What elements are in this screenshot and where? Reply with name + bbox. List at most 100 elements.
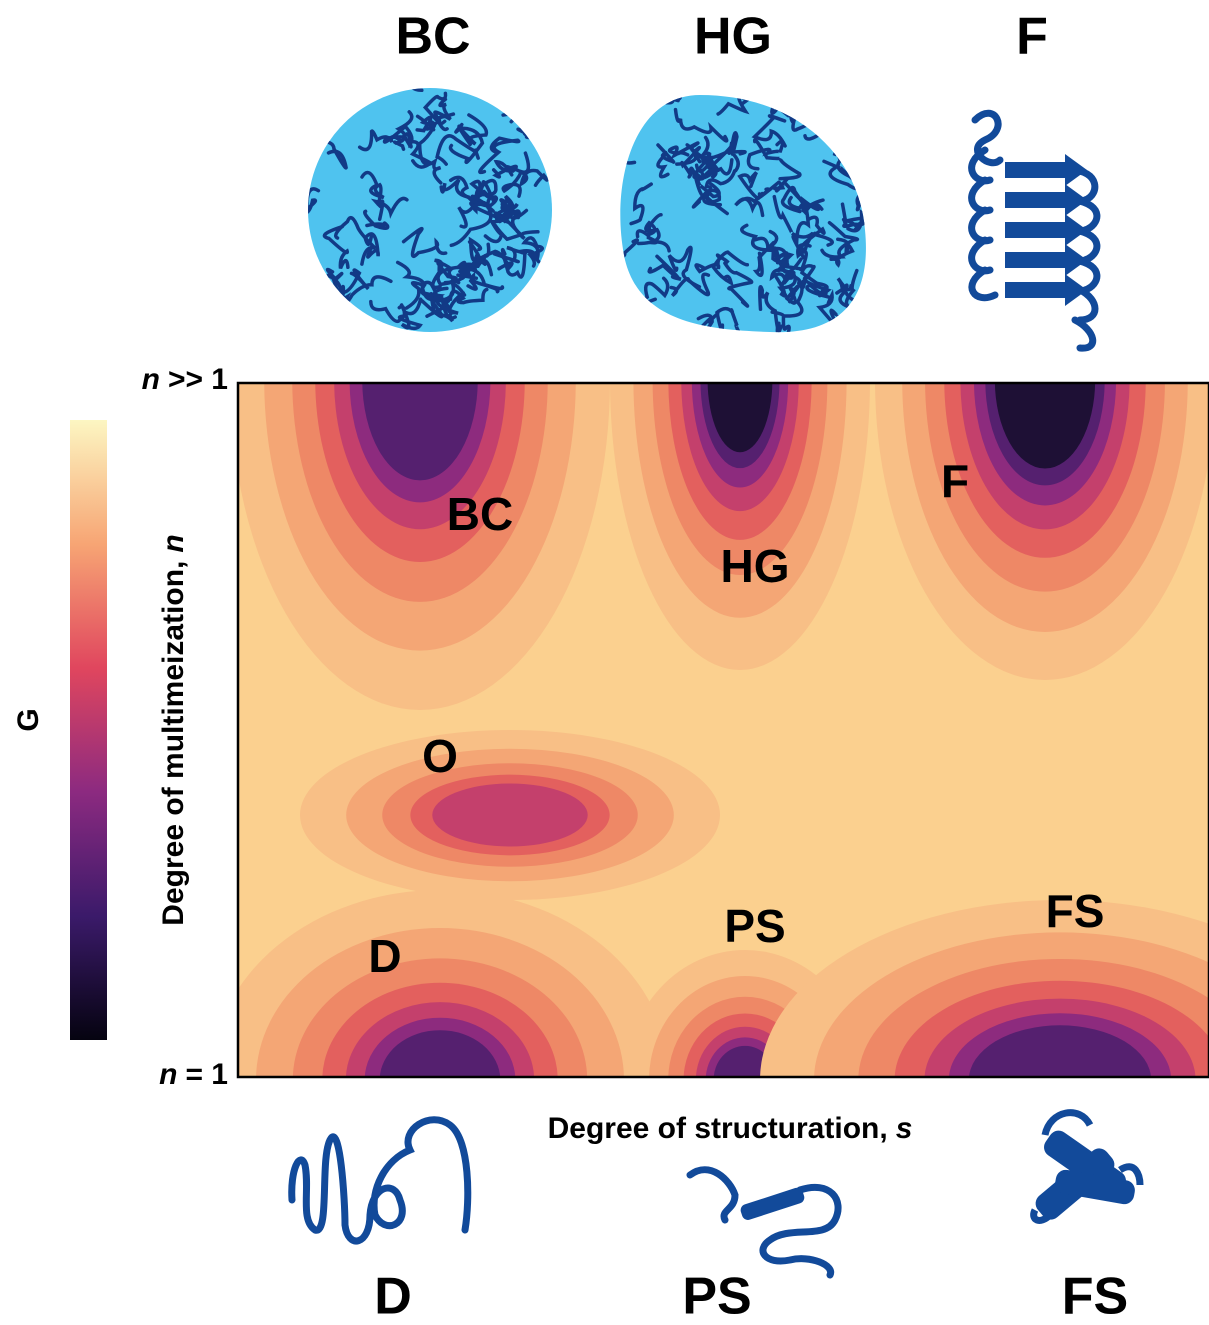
- chain: [646, 212, 671, 253]
- region-label: HG: [721, 540, 790, 592]
- chain: [812, 95, 844, 120]
- chain: [309, 98, 341, 130]
- bottom-label: FS: [1062, 1268, 1128, 1325]
- chain: [702, 169, 737, 207]
- chain: [322, 224, 350, 270]
- chain: [752, 229, 779, 278]
- helix: [740, 1187, 805, 1220]
- chain: [478, 136, 521, 175]
- chain: [680, 145, 716, 181]
- chain: [433, 97, 452, 132]
- chain: [393, 110, 414, 151]
- bottom-label: PS: [682, 1268, 751, 1325]
- chain: [784, 182, 824, 216]
- contour-level: [707, 383, 773, 453]
- chain: [456, 242, 491, 278]
- colorbar: [70, 420, 107, 1040]
- chain: [363, 209, 390, 231]
- chain: [370, 196, 409, 222]
- chain: [770, 310, 791, 333]
- chain: [382, 123, 414, 149]
- chain: [711, 250, 750, 287]
- chain: [723, 261, 754, 308]
- chain: [441, 280, 467, 314]
- helix: [1055, 1169, 1135, 1205]
- beta-sheet: [1005, 214, 1087, 246]
- region-label: D: [368, 930, 401, 982]
- partially-structured-icon: [686, 1166, 842, 1279]
- region-label: O: [422, 730, 458, 782]
- chain: [492, 245, 537, 264]
- chain: [629, 182, 653, 226]
- chain: [706, 141, 735, 170]
- chain: [687, 166, 721, 199]
- chain: [363, 232, 380, 259]
- chain: [435, 134, 480, 166]
- chain: [729, 131, 747, 173]
- chain: [782, 270, 804, 318]
- chain: [501, 151, 531, 198]
- chain: [776, 242, 812, 273]
- chain: [620, 238, 640, 270]
- chain: [746, 139, 785, 171]
- chain: [647, 254, 682, 282]
- chain: [819, 101, 850, 134]
- fibril-icon: [968, 109, 1101, 352]
- contour-level: [379, 1030, 501, 1077]
- chain: [369, 297, 423, 324]
- colorbar-label: G: [12, 708, 45, 731]
- chain: [799, 263, 829, 293]
- chain: [635, 220, 661, 246]
- top-label: F: [1016, 8, 1048, 66]
- chain: [787, 195, 811, 260]
- y-bottom-tick-variable: n: [159, 1058, 177, 1091]
- fibril-strand: [971, 109, 1004, 167]
- chain: [429, 292, 459, 323]
- chain: [417, 123, 443, 185]
- region-label: BC: [447, 488, 513, 540]
- loop: [1030, 1109, 1144, 1224]
- y-axis-label: Degree of multimeization, n: [157, 534, 190, 925]
- chain: [326, 268, 370, 295]
- chain: [667, 141, 700, 160]
- chain: [500, 205, 529, 224]
- chain: [521, 236, 545, 268]
- y-bottom-tick: n = 1: [159, 1058, 228, 1091]
- y-top-tick-variable: n: [142, 363, 160, 396]
- chain: [401, 226, 448, 259]
- top-label: HG: [694, 8, 772, 66]
- y-bottom-tick-text: = 1: [185, 1058, 228, 1091]
- y-axis-label-text: Degree of multimeization,: [157, 561, 190, 926]
- chain: [737, 171, 762, 200]
- chain: [454, 113, 489, 146]
- chain: [649, 95, 680, 106]
- beta-sheet: [1005, 244, 1087, 276]
- x-axis-variable: s: [896, 1112, 913, 1145]
- fibril-strand: [968, 146, 999, 302]
- x-axis-label-text: Degree of structuration,: [548, 1112, 888, 1145]
- fibril-sheets: [1005, 154, 1087, 306]
- chain: [497, 198, 519, 224]
- chain: [829, 237, 855, 268]
- x-axis-label: Degree of structuration, s: [548, 1112, 913, 1145]
- contour-level: [994, 383, 1096, 469]
- y-axis-variable: n: [157, 534, 190, 552]
- chain: [716, 95, 750, 116]
- top-label: BC: [395, 8, 470, 66]
- chain: [694, 155, 721, 180]
- chain: [656, 143, 676, 179]
- beta-sheet: [1005, 184, 1087, 216]
- plot-frame: [236, 381, 1209, 1079]
- chain: [620, 303, 638, 331]
- chain: [448, 175, 495, 213]
- chain: [483, 211, 506, 244]
- chain: [758, 285, 783, 333]
- chain: [397, 303, 423, 331]
- chain: [491, 159, 518, 179]
- chain: [673, 107, 729, 143]
- region-label: FS: [1046, 885, 1105, 937]
- chain: [633, 95, 658, 104]
- chain: [772, 194, 834, 247]
- bottom-label: D: [374, 1268, 412, 1325]
